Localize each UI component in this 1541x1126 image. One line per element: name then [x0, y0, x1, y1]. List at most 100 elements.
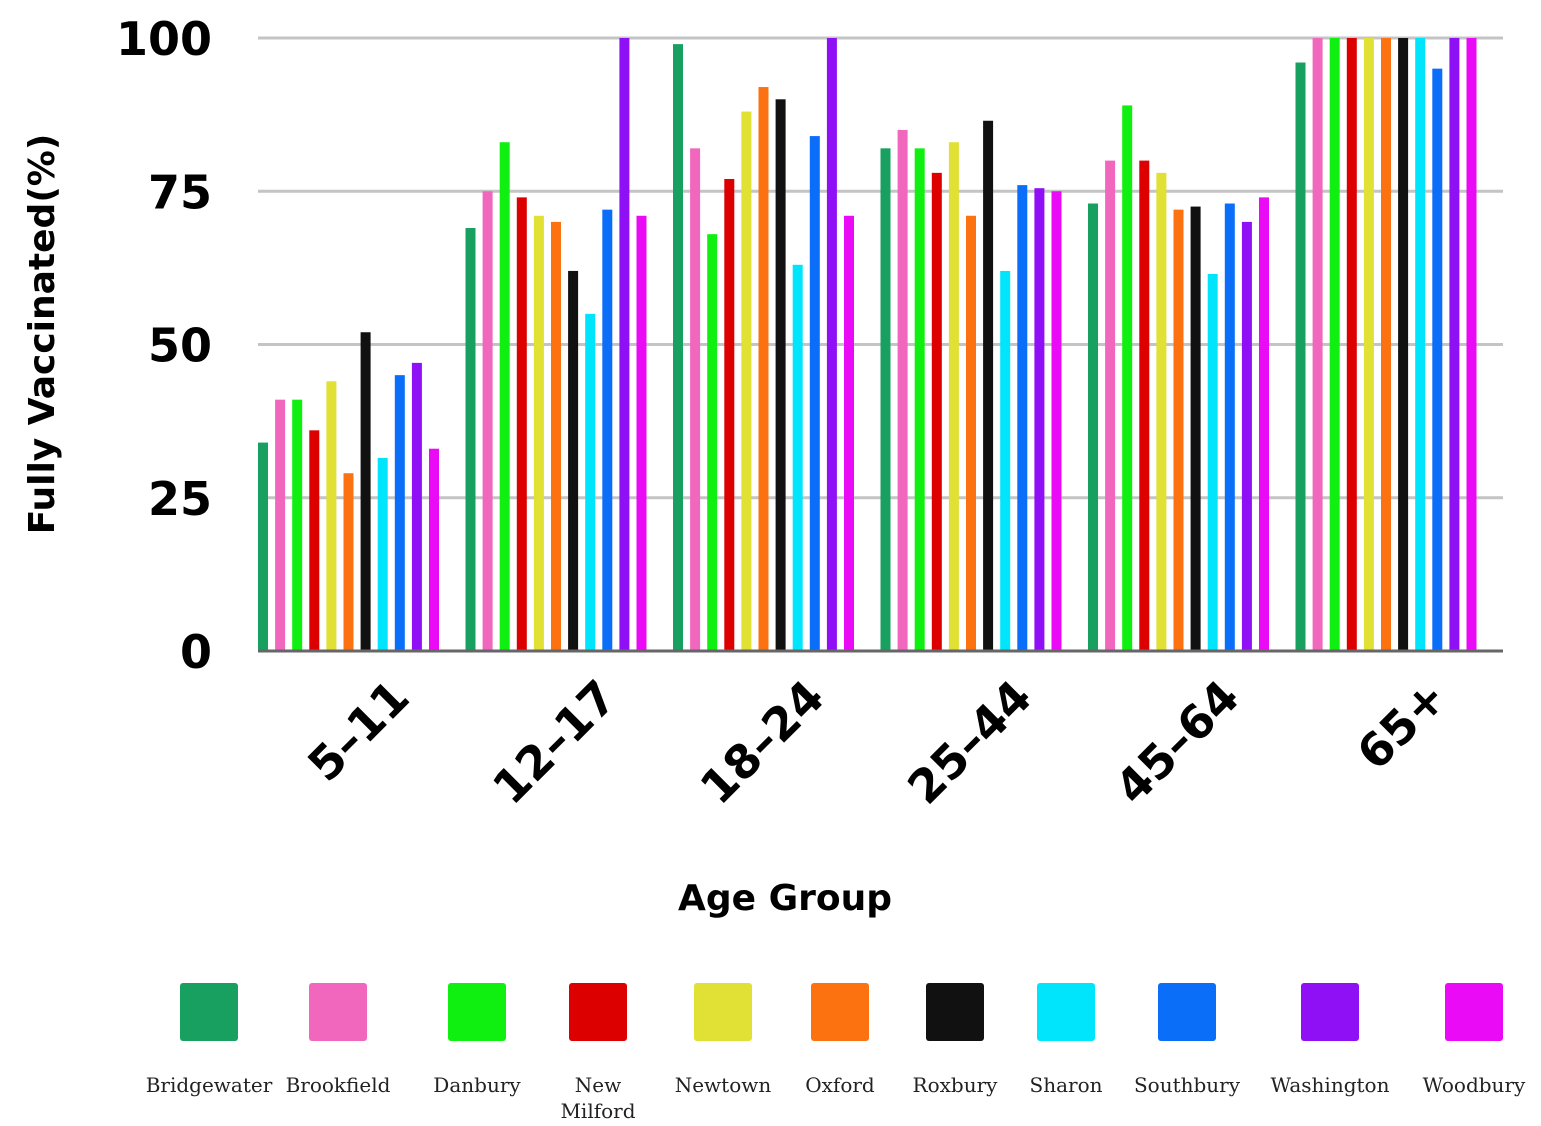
- bar: [809, 136, 820, 651]
- bar: [585, 313, 596, 651]
- x-axis-ticks: 5–11 12–17 18–24 25–44 45–64 65+: [297, 670, 1457, 815]
- bar: [465, 228, 476, 651]
- bar: [326, 381, 337, 651]
- bar: [1329, 38, 1340, 651]
- legend-swatch: [1037, 983, 1095, 1041]
- bar: [551, 221, 561, 651]
- legend-swatch: [1445, 983, 1503, 1041]
- x-tick-label: 65+: [1346, 670, 1457, 781]
- bar: [619, 38, 630, 651]
- bar: [1034, 188, 1045, 651]
- bar: [533, 215, 544, 651]
- bar: [931, 172, 942, 652]
- bar: [775, 99, 786, 652]
- legend-swatch: [694, 983, 752, 1041]
- bar: [1190, 206, 1201, 651]
- bar: [292, 399, 303, 651]
- legend-swatch: [180, 983, 238, 1041]
- legend-swatch: [1301, 983, 1359, 1041]
- bar: [1241, 221, 1252, 651]
- bar: [360, 332, 371, 651]
- legend-swatch: [309, 983, 367, 1041]
- bar: [1156, 172, 1167, 652]
- bar: [1415, 38, 1426, 651]
- bar: [1122, 105, 1133, 652]
- x-tick-label: 25–44: [897, 670, 1042, 815]
- bar: [1051, 191, 1062, 651]
- bar: [844, 215, 854, 651]
- bar: [411, 362, 422, 651]
- bar: [897, 129, 908, 651]
- bar: [880, 148, 891, 651]
- bar: [636, 215, 647, 651]
- bar: [499, 142, 510, 651]
- bar: [707, 234, 718, 651]
- bar: [983, 120, 994, 651]
- legend-label: Sharon: [1030, 1073, 1103, 1097]
- bar: [1432, 68, 1443, 651]
- bar: [568, 270, 579, 651]
- bar: [673, 44, 683, 651]
- legend-label: Washington: [1271, 1073, 1390, 1097]
- bar: [275, 399, 286, 651]
- bar: [394, 375, 405, 651]
- bar: [792, 264, 803, 651]
- bar: [1398, 38, 1409, 651]
- bar: [826, 38, 837, 651]
- y-tick-label: 0: [180, 625, 212, 679]
- bars: [258, 38, 1477, 652]
- bar: [258, 442, 268, 651]
- x-tick-label: 45–64: [1105, 670, 1250, 815]
- bar: [1295, 62, 1306, 651]
- bar: [1224, 203, 1235, 651]
- legend-swatch: [569, 983, 627, 1041]
- bar: [1017, 185, 1028, 651]
- bar: [1105, 160, 1116, 651]
- bar: [1466, 38, 1477, 651]
- x-tick-label: 5–11: [297, 670, 419, 792]
- legend-swatch: [811, 983, 869, 1041]
- x-tick-label: 18–24: [690, 670, 835, 815]
- y-tick-label: 25: [148, 472, 212, 526]
- bar: [966, 215, 976, 651]
- bar: [1000, 270, 1011, 651]
- legend-label: Southbury: [1134, 1073, 1241, 1097]
- legend-label: Woodbury: [1423, 1073, 1526, 1097]
- legend-label: Oxford: [805, 1073, 875, 1097]
- bar: [1312, 38, 1323, 651]
- x-tick-label: 12–17: [482, 670, 627, 815]
- x-axis-title: Age Group: [678, 878, 892, 919]
- bar: [1449, 38, 1460, 651]
- bar: [1088, 203, 1098, 651]
- bar: [482, 191, 493, 651]
- bar: [516, 197, 527, 651]
- bar: [1207, 274, 1218, 651]
- legend-label: Danbury: [433, 1073, 521, 1097]
- legend-swatch: [926, 983, 984, 1041]
- y-tick-label: 75: [148, 165, 212, 219]
- y-tick-label: 100: [116, 12, 212, 66]
- bar: [377, 457, 388, 651]
- bar: [1259, 197, 1269, 651]
- bar: [1346, 38, 1357, 651]
- bar: [1363, 38, 1374, 651]
- bar: [309, 430, 320, 651]
- y-tick-label: 50: [148, 319, 212, 373]
- bar: [343, 473, 354, 651]
- bar: [948, 142, 959, 651]
- legend-swatch: [1158, 983, 1216, 1041]
- legend: Bridgewater Brookfield Danbury New Milford Ne…: [146, 983, 1526, 1123]
- bar: [1173, 209, 1184, 651]
- legend-label: New Milford: [560, 1073, 635, 1123]
- bar: [690, 148, 701, 651]
- bar: [1139, 160, 1150, 651]
- y-axis-title: Fully Vaccinated(%): [22, 134, 63, 535]
- bar: [741, 111, 752, 651]
- bar: [429, 448, 439, 651]
- bar: [1381, 38, 1391, 651]
- y-axis-ticks: 0 25 50 75 100: [116, 12, 212, 679]
- bar: [914, 148, 925, 651]
- legend-label: Brookfield: [286, 1073, 391, 1097]
- bar: [602, 209, 613, 651]
